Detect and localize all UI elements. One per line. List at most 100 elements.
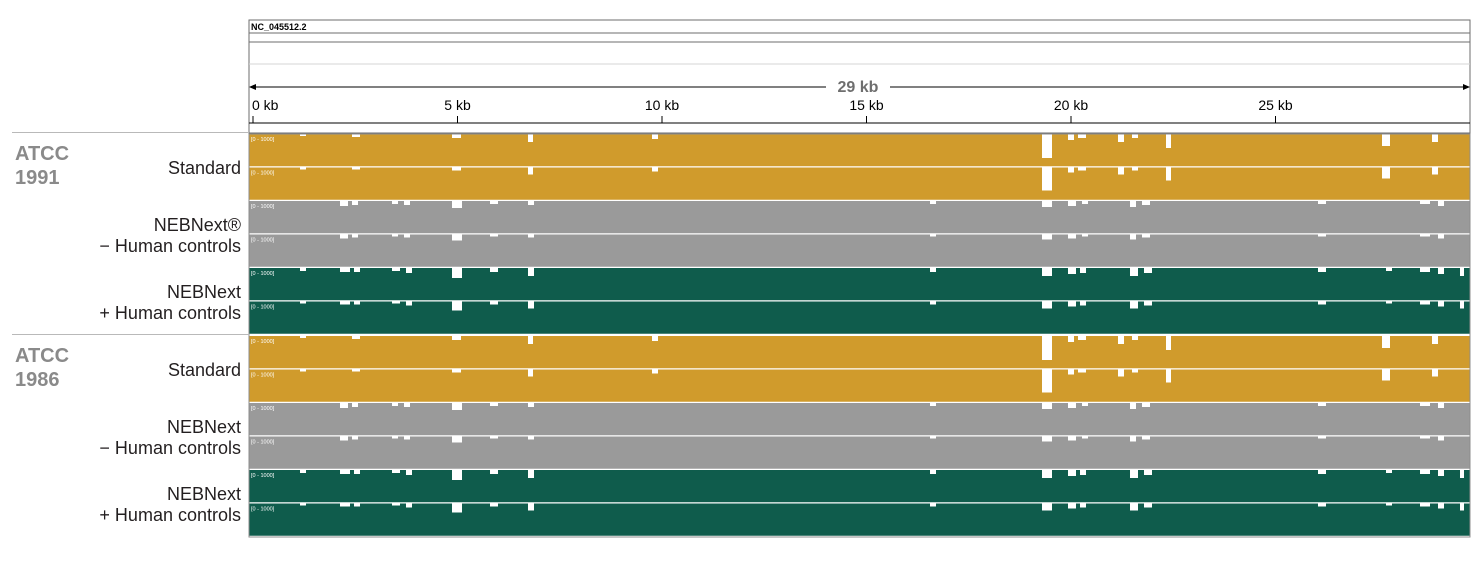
coverage-gap [1042,436,1052,442]
coverage-gap [452,234,462,241]
coverage-gap [452,134,461,138]
coverage-gap [1318,503,1326,507]
coverage-gap [452,470,462,480]
coverage-gap [1130,436,1136,442]
coverage-gap [392,268,400,271]
coverage-gap [1082,436,1088,439]
coverage-gap [354,470,360,474]
track-range-label: [0 - 1000] [251,238,275,244]
span-label: 29 kb [838,79,879,96]
group-name: ATCC 1986 [15,344,69,392]
coverage-gap [652,134,658,139]
coverage-gap [452,301,462,311]
coverage-gap [1460,301,1464,309]
coverage-gap [1420,436,1430,439]
coverage-gap [490,301,498,305]
ruler-tick-label: 0 kb [252,97,279,113]
coverage-gap [930,234,936,237]
coverage-gap [1068,167,1074,173]
group-name-line2: 1991 [15,167,60,189]
chromosome-label: NC_045512.2 [251,22,307,32]
coverage-gap [490,436,498,439]
coverage-gap [1432,369,1438,377]
track-range-label: [0 - 1000] [251,305,275,311]
track-range-label: [0 - 1000] [251,204,275,210]
track-label: NEBNext − Human controls [99,417,241,459]
coverage-gap [452,503,462,513]
coverage-gap [404,234,410,238]
coverage-gap [392,301,400,304]
coverage-gap [1166,167,1171,181]
coverage-gap [1042,234,1052,240]
coverage-gap [1382,336,1390,348]
coverage-gap [352,201,358,205]
coverage-gap [340,403,348,408]
track-range-label: [0 - 1000] [251,507,275,513]
group-separator [12,132,249,133]
coverage-gap [404,436,410,440]
track-range-label: [0 - 1000] [251,271,275,277]
coverage-gap [452,167,461,171]
coverage-gap [1078,369,1086,373]
coverage-gap [352,403,358,407]
coverage-gap [1432,167,1438,175]
coverage-gap [1130,268,1138,276]
coverage-gap [1460,503,1464,511]
coverage-gap [1318,436,1326,439]
coverage-gap [1460,470,1464,478]
coverage-gap [1068,201,1076,206]
coverage-gap [300,268,306,271]
span-arrow-right-head [1463,84,1470,90]
coverage-gap [1082,403,1088,406]
coverage-gap [1386,470,1392,473]
coverage-gap [1042,470,1052,478]
coverage-gap [1080,301,1086,306]
coverage-gap [340,503,350,507]
group-name-line1: ATCC [15,345,70,367]
coverage-gap [490,234,498,237]
coverage-gap [1142,201,1150,205]
coverage-track: [0 - 1000] [249,403,1470,437]
coverage-gap [1130,403,1136,409]
coverage-gap [300,470,306,473]
coverage-gap [1144,301,1152,306]
coverage-gap [1438,470,1444,476]
track-label-line2: − Human controls [99,437,241,458]
coverage-gap [1080,470,1086,475]
coverage-gap [1068,336,1074,342]
track-label-line2: + Human controls [99,302,241,323]
ruler-tick-label: 15 kb [849,97,883,113]
coverage-gap [354,301,360,305]
coverage-track: [0 - 1000] [249,470,1470,504]
coverage-gap [1078,336,1086,340]
track-label: NEBNext + Human controls [99,484,241,526]
coverage-gap [1438,268,1444,274]
coverage-gap [1068,470,1076,476]
coverage-gap [1432,134,1438,142]
coverage-gap [528,369,533,377]
coverage-gap [528,201,534,205]
coverage-gap [452,201,462,208]
coverage-gap [1382,134,1390,146]
ruler-ticks: 0 kb 5 kb 10 kb 15 kb 20 kb 25 kb [252,97,1293,123]
coverage-gap [490,201,498,204]
group-name-line1: ATCC [15,143,70,165]
ruler-tick-label: 25 kb [1258,97,1292,113]
coverage-gap [352,369,360,372]
track-label-line2: Standard [167,360,241,380]
coverage-gap [1068,503,1076,509]
coverage-gap [1132,167,1138,171]
coverage-gap [452,403,462,410]
coverage-gap [1166,134,1171,148]
coverage-gap [930,470,936,474]
coverage-gap [930,201,936,204]
ruler-tick-label: 5 kb [444,97,471,113]
coverage-gap [300,336,306,338]
coverage-track: [0 - 1000] [249,301,1470,336]
coverage-gap [1386,301,1392,304]
coverage-gap [354,503,360,507]
track-label-line1: NEBNext [166,416,241,437]
coverage-gap [1420,268,1430,272]
coverage-gap [1068,234,1076,239]
